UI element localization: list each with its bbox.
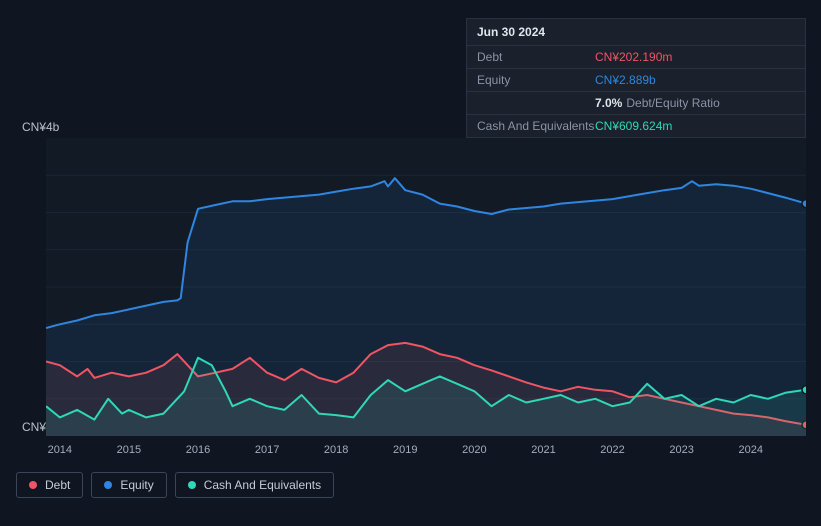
tooltip-row-value: 7.0% Debt/Equity Ratio <box>595 96 795 110</box>
legend-item-label: Equity <box>120 478 153 492</box>
legend-dot-icon <box>104 481 112 489</box>
x-axis-tick: 2017 <box>255 444 279 456</box>
x-axis: 2014 2015 2016 2017 2018 2019 2020 2021 2022 2023… <box>46 442 806 462</box>
tooltip-date: Jun 30 2024 <box>467 19 805 46</box>
legend-item-label: Debt <box>45 478 70 492</box>
tooltip-row-label: Cash And Equivalents <box>477 119 595 133</box>
chart-plot-area <box>46 138 806 436</box>
tooltip-row-value: CN¥2.889b <box>595 73 795 87</box>
tooltip-row-value: CN¥202.190m <box>595 50 795 64</box>
tooltip-row: EquityCN¥2.889b <box>467 69 805 92</box>
chart-legend: Debt Equity Cash And Equivalents <box>16 472 334 498</box>
x-axis-tick: 2021 <box>531 444 555 456</box>
tooltip-row: DebtCN¥202.190m <box>467 46 805 69</box>
legend-dot-icon <box>29 481 37 489</box>
legend-item-equity[interactable]: Equity <box>91 472 166 498</box>
legend-item-label: Cash And Equivalents <box>204 478 321 492</box>
tooltip-row: Cash And EquivalentsCN¥609.624m <box>467 115 805 137</box>
x-axis-tick: 2022 <box>600 444 624 456</box>
legend-dot-icon <box>188 481 196 489</box>
x-axis-tick: 2018 <box>324 444 348 456</box>
tooltip-ratio-label: Debt/Equity Ratio <box>626 96 719 110</box>
series-end-dot <box>802 386 806 394</box>
chart-svg <box>46 138 806 436</box>
tooltip-row-value: CN¥609.624m <box>595 119 795 133</box>
x-axis-tick: 2015 <box>117 444 141 456</box>
tooltip-row-label: Equity <box>477 73 595 87</box>
x-axis-tick: 2016 <box>186 444 210 456</box>
tooltip-ratio-pct: 7.0% <box>595 96 622 110</box>
series-end-dot <box>802 200 806 208</box>
x-axis-tick: 2023 <box>669 444 693 456</box>
tooltip-row-label: Debt <box>477 50 595 64</box>
legend-item-cash-and-equivalents[interactable]: Cash And Equivalents <box>175 472 334 498</box>
tooltip-row: 7.0% Debt/Equity Ratio <box>467 92 805 115</box>
x-axis-tick: 2020 <box>462 444 486 456</box>
x-axis-tick: 2019 <box>393 444 417 456</box>
legend-item-debt[interactable]: Debt <box>16 472 83 498</box>
y-axis-top-label: CN¥4b <box>22 120 59 134</box>
x-axis-tick: 2014 <box>48 444 72 456</box>
data-tooltip: Jun 30 2024 DebtCN¥202.190mEquityCN¥2.88… <box>466 18 806 138</box>
x-axis-tick: 2024 <box>738 444 762 456</box>
tooltip-row-label <box>477 96 595 110</box>
